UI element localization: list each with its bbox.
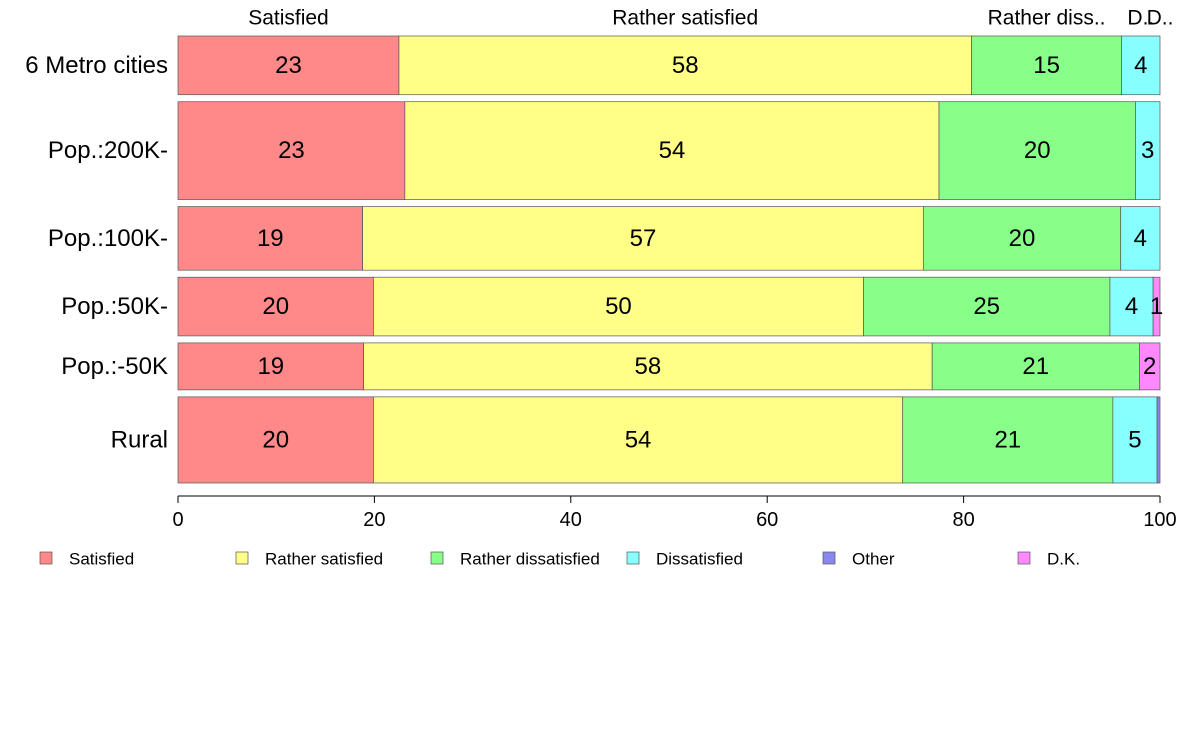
bar-value-label: 58 [635,353,662,380]
bar-pop-50k-dissatisfied [1109,276,1154,337]
x-tick-label: 0 [172,509,183,531]
bar-pop-200k-satisfied [177,101,406,200]
bar-value-label: 58 [672,52,699,79]
bar-pop-50k-rather-dissatisfied [931,342,1140,391]
legend-swatch-rather-dissatisfied [430,551,444,565]
bar-value-label: 23 [275,52,302,79]
bar-pop-50k-satisfied [177,276,374,337]
legend-swatch-dissatisfied [626,551,640,565]
legend-swatch-satisfied [39,551,53,565]
bar-value-label: 19 [257,353,284,380]
bar-value-label: 57 [630,225,657,252]
top-segment-label-5: D.. [1147,7,1174,30]
bar-value-label: 4 [1134,225,1147,252]
bar-value-label: 20 [1024,137,1051,164]
category-label-pop-200k: Pop.:200K- [48,137,168,164]
bar-value-label: 25 [973,293,1000,320]
bar-6-metro-cities-dissatisfied [1121,35,1161,96]
x-tick-label: 80 [952,509,974,531]
bar-value-label: 54 [625,426,652,453]
bar-value-label: 4 [1134,52,1147,79]
bar-pop-50k-d-k [1152,276,1161,337]
legend-label-dissatisfied: Dissatisfied [656,550,743,569]
bar-value-label: 21 [1022,353,1049,380]
bar-pop-200k-dissatisfied [1135,101,1161,200]
bar-value-label: 50 [605,293,632,320]
bar-value-label: 19 [257,225,284,252]
bar-pop-50k-d-k [1139,342,1161,391]
bar-value-label: 1 [1150,293,1163,320]
legend-label-other: Other [852,550,895,569]
bar-value-label: 23 [278,137,305,164]
bar-rural-dissatisfied [1112,396,1158,484]
bar-value-label: 3 [1141,137,1154,164]
x-tick-label: 20 [363,509,385,531]
bar-6-metro-cities-rather-dissatisfied [971,35,1123,96]
x-tick-label: 60 [756,509,778,531]
bar-rural-satisfied [177,396,374,484]
bar-value-label: 20 [1009,225,1036,252]
bar-pop-50k-rather-dissatisfied [863,276,1111,337]
bar-6-metro-cities-satisfied [177,35,400,96]
legend-swatch-other [822,551,836,565]
bar-pop-100k-rather-satisfied [362,206,924,271]
bar-pop-100k-satisfied [177,206,363,271]
bar-value-label: 21 [994,426,1021,453]
legend-label-rather-satisfied: Rather satisfied [265,550,383,569]
bar-value-label: 2 [1143,353,1156,380]
category-label-pop-50k: Pop.:-50K [61,353,168,380]
bar-pop-100k-dissatisfied [1120,206,1161,271]
category-label-pop-100k: Pop.:100K- [48,225,168,252]
bar-value-label: 20 [262,293,289,320]
bar-pop-50k-rather-satisfied [373,276,864,337]
bar-6-metro-cities-rather-satisfied [398,35,972,96]
x-tick-label: 40 [560,509,582,531]
bar-pop-50k-rather-satisfied [363,342,933,391]
bar-rural-other [1156,396,1161,484]
bar-value-label: 15 [1033,52,1060,79]
x-tick-label: 100 [1143,509,1176,531]
category-label-6-metro-cities: 6 Metro cities [25,52,168,79]
bar-value-label: 4 [1125,293,1138,320]
bar-value-label: 20 [262,426,289,453]
bar-value-label: 54 [659,137,686,164]
top-segment-label-3: Rather diss.. [988,7,1106,30]
legend-label-satisfied: Satisfied [69,550,134,569]
bar-value-label: 5 [1128,426,1141,453]
bar-pop-200k-rather-satisfied [404,101,940,200]
legend-label-rather-dissatisfied: Rather dissatisfied [460,550,600,569]
legend-label-d-k: D.K. [1047,550,1080,569]
top-segment-label-4: D.. [1127,7,1154,30]
legend-swatch-d-k [1017,551,1031,565]
top-segment-label-2: Rather satisfied [612,7,758,30]
category-label-pop-50k: Pop.:50K- [61,293,168,320]
bar-rural-rather-dissatisfied [902,396,1114,484]
category-label-rural: Rural [111,426,168,453]
legend-swatch-rather-satisfied [235,551,249,565]
bar-pop-200k-rather-dissatisfied [938,101,1136,200]
top-segment-label-1: Satisfied [248,7,329,30]
